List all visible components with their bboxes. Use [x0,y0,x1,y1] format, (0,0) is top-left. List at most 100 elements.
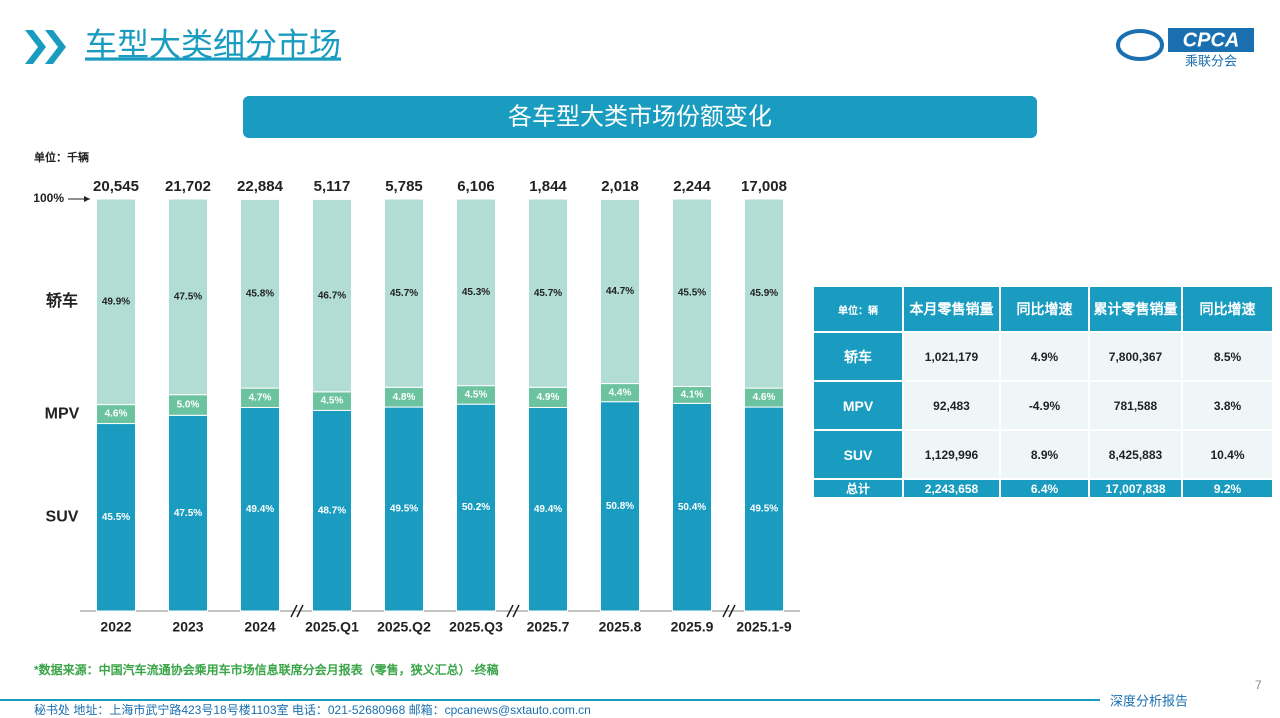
table-cell: 本月零售销量 [902,285,1001,333]
table-cell: 10.4% [1181,429,1274,480]
page-number: 7 [1255,678,1262,692]
bar-segment [384,198,424,388]
logo-mark [1116,29,1164,61]
series-label: 轿车 [46,291,78,310]
chart-title: 各车型大类市场份额变化 [508,103,772,130]
bar-segment [168,414,208,612]
bar-segment [528,406,568,612]
series-label: MPV [45,405,80,422]
x-tick-label: 2025.1-9 [736,619,791,635]
total-label: 5,785 [385,178,423,195]
value-label: 4.4% [609,387,632,398]
table-cell: MPV [812,380,904,431]
logo-subtext: 乘联分会 [1185,53,1237,68]
value-label: 45.5% [678,287,706,298]
table-cell: 17,007,838 [1088,478,1183,499]
logo-text: CPCA [1183,29,1240,51]
axis-break [722,604,736,618]
axis-break [290,604,304,618]
value-label: 4.6% [105,409,128,420]
total-label: 1,844 [529,178,567,195]
x-tick-label: 2025.7 [527,619,570,635]
value-label: 45.7% [390,288,418,299]
bar-segment [168,198,208,396]
unit-label: 单位：千辆 [34,150,89,164]
value-label: 49.4% [246,504,274,515]
bar-segment [456,403,496,612]
value-label: 4.9% [537,392,560,403]
value-label: 4.6% [753,392,776,403]
value-label: 48.7% [318,505,346,516]
x-tick-label: 2025.9 [671,619,714,635]
bar-segment [744,406,784,612]
table-cell: 781,588 [1088,380,1183,431]
bar-segment [96,198,136,406]
total-label: 22,884 [237,178,284,195]
bar-segment [456,198,496,387]
value-label: 45.3% [462,287,490,298]
value-label: 45.9% [750,288,778,299]
source-note: *数据来源：中国汽车流通协会乘用车市场信息联席分会月报表（零售，狭义汇总）-终稿 [34,662,499,677]
table-cell: 7,800,367 [1088,331,1183,382]
value-label: 44.7% [606,286,634,297]
table-cell: 1,129,996 [902,429,1001,480]
bar-segment [600,198,640,385]
table-cell: 2,243,658 [902,478,1001,499]
total-label: 21,702 [165,178,211,195]
y-tick-label: 100% [33,191,64,205]
series-label: SUV [46,508,79,525]
value-label: 47.5% [174,508,202,519]
value-label: 4.1% [681,390,704,401]
total-label: 5,117 [314,178,351,195]
value-label: 4.5% [465,390,488,401]
total-label: 6,106 [457,178,495,195]
value-label: 49.5% [750,504,778,515]
table-row: SUV 1,129,996 8.9% 8,425,883 10.4% [812,429,1274,480]
value-label: 49.5% [390,504,418,515]
value-label: 46.7% [318,290,346,301]
axis-break [506,604,520,618]
bar-segment [312,198,352,393]
table-cell: SUV [812,429,904,480]
arrow-head [84,196,90,202]
table-row: MPV 92,483 -4.9% 781,588 3.8% [812,380,1274,431]
value-label: 45.8% [246,288,274,299]
sales-table: 单位：辆 本月零售销量 同比增速 累计零售销量 同比增速 轿车 1,021,179 4.9% 7… [812,285,1274,499]
table-cell: 8.9% [999,429,1090,480]
value-label: 4.7% [249,392,272,403]
table-cell: 9.2% [1181,478,1274,499]
value-label: 47.5% [174,291,202,302]
value-label: 45.5% [102,512,130,523]
total-label: 2,018 [601,178,639,195]
table-row: 单位：辆 本月零售销量 同比增速 累计零售销量 同比增速 [812,285,1274,333]
table-cell: 8.5% [1181,331,1274,382]
value-label: 50.8% [606,501,634,512]
x-tick-label: 2025.Q2 [377,619,431,635]
table-cell: 总计 [812,478,904,499]
table-cell: 92,483 [902,380,1001,431]
subtitle-bar [243,96,1037,138]
table-row: 总计 2,243,658 6.4% 17,007,838 9.2% [812,478,1274,499]
value-label: 50.4% [678,502,706,513]
table-cell: 1,021,179 [902,331,1001,382]
x-tick-label: 2025.Q1 [305,619,359,635]
bar-segment [528,198,568,388]
total-label: 2,244 [673,178,711,195]
table-cell: 累计零售销量 [1088,285,1183,333]
table-cell: 单位：辆 [812,285,904,333]
x-tick-label: 2022 [100,619,131,635]
bar-segment [744,198,784,389]
page-title: 车型大类细分市场 [85,26,341,62]
value-label: 49.9% [102,296,130,307]
bar-segment [600,401,640,612]
table-row: 轿车 1,021,179 4.9% 7,800,367 8.5% [812,331,1274,382]
footer-address: 秘书处 地址：上海市武宁路423号18号楼1103室 电话：021-526809… [34,702,591,717]
table-cell: 同比增速 [999,285,1090,333]
table-cell: 8,425,883 [1088,429,1183,480]
value-label: 4.5% [321,396,344,407]
bar-segment [384,406,424,612]
bar-segment [672,198,712,387]
x-tick-label: 2023 [172,619,203,635]
